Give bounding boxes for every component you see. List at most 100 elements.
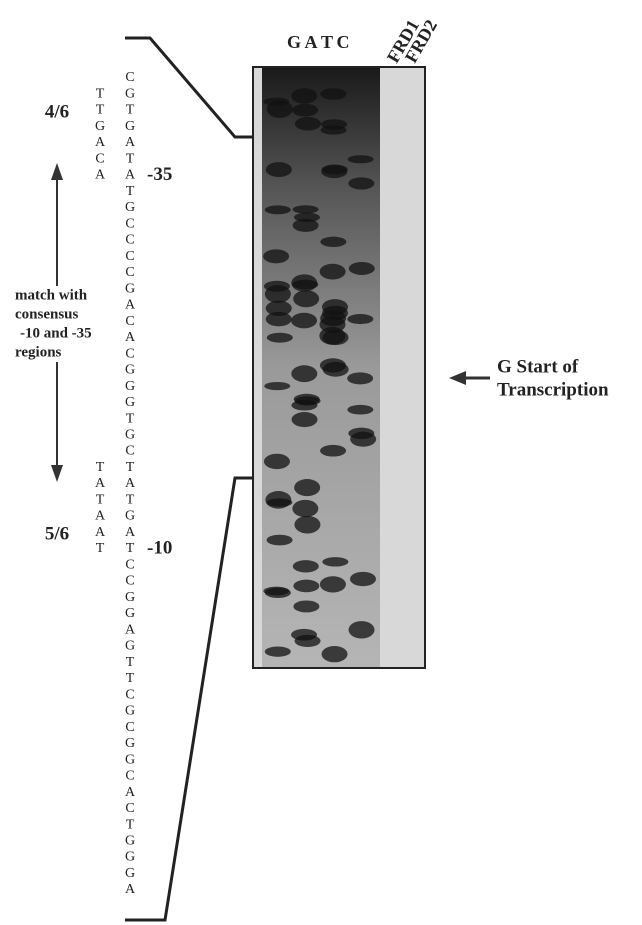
sequence-base: C (125, 249, 134, 264)
sequence-base: G (125, 395, 135, 410)
sequence-base: A (125, 298, 136, 313)
consensus-base: A (95, 168, 106, 183)
consensus-base: A (95, 476, 106, 491)
match-note: match with (15, 287, 88, 303)
sequence-base: G (125, 379, 135, 394)
consensus-base: T (96, 86, 105, 101)
gel-band (263, 249, 289, 263)
match-35: 4/6 (45, 101, 69, 122)
minus35-label: -35 (147, 164, 172, 185)
consensus-base: T (96, 541, 105, 556)
sequence-base: C (125, 444, 134, 459)
bracket-top (125, 38, 253, 137)
gel-band (292, 500, 318, 517)
gel-band (292, 412, 318, 427)
sequence-base: C (125, 720, 134, 735)
consensus-base: A (95, 135, 106, 150)
sequence-base: G (125, 606, 135, 621)
gel-band (293, 219, 319, 232)
gel-band (322, 299, 348, 315)
gel-band (263, 587, 289, 596)
gel-band (349, 262, 375, 275)
gel-band (265, 491, 291, 509)
gel-band (320, 576, 346, 592)
match-10: 5/6 (45, 523, 69, 544)
lane-label: C (337, 32, 350, 52)
sequence-base: C (125, 233, 134, 248)
sequence-base: A (125, 882, 136, 897)
gel-band (347, 405, 373, 415)
gel-band (322, 646, 348, 662)
sequence-base: A (125, 785, 136, 800)
sequence-base: C (125, 574, 134, 589)
gel-band (295, 117, 321, 131)
gel-band (322, 165, 348, 175)
gel-band (265, 646, 291, 656)
sequence-base: A (125, 622, 136, 637)
sequence-base: G (125, 119, 135, 134)
gel-band (291, 313, 317, 329)
start-label: G Start of (497, 356, 579, 377)
gel-band (320, 358, 346, 372)
sequence-base: A (125, 525, 136, 540)
minus10-label: -10 (147, 537, 172, 558)
sequence-base: A (125, 168, 136, 183)
gel-band (293, 290, 319, 307)
gel-band (264, 454, 290, 469)
sequence-base: A (125, 135, 136, 150)
consensus-base: A (95, 525, 106, 540)
arrow-head-down (51, 465, 63, 482)
sequence-base: C (125, 769, 134, 784)
gel-band (291, 88, 317, 103)
gel-band (267, 535, 293, 546)
consensus-base: T (96, 103, 105, 118)
sequence-base: C (125, 70, 134, 85)
sequence-base: T (126, 492, 135, 507)
lane-label: G (287, 32, 301, 52)
consensus-base: G (95, 119, 105, 134)
consensus-base: C (95, 151, 104, 166)
match-note: regions (15, 344, 62, 360)
sequence-base: G (125, 200, 135, 215)
gel-band (347, 372, 373, 384)
gel-band (265, 205, 291, 214)
gel-band (320, 264, 346, 280)
gel-band (264, 382, 290, 390)
match-note: consensus (15, 306, 79, 322)
gel-band (293, 580, 319, 593)
gel-band (293, 600, 319, 612)
gel-band (320, 88, 346, 100)
gel-band (294, 479, 320, 496)
lane-label: T (321, 32, 333, 52)
gel-band (291, 365, 317, 382)
sequence-base: G (125, 752, 135, 767)
sequence-base: T (126, 655, 135, 670)
gel-band (294, 516, 320, 534)
start-label: Transcription (497, 379, 609, 400)
consensus-base: T (96, 492, 105, 507)
gel-band (323, 330, 349, 345)
sequence-base: G (125, 850, 135, 865)
sequence-base: G (125, 590, 135, 605)
gel-band (265, 285, 291, 303)
sequence-base: C (125, 346, 134, 361)
gel-band (295, 635, 321, 647)
sequence-base: A (125, 476, 136, 491)
sequence-base: C (125, 314, 134, 329)
sequence-base: T (126, 151, 135, 166)
sequence-base: C (125, 687, 134, 702)
sequence-base: G (125, 86, 135, 101)
gel-band (292, 280, 318, 290)
gel-band (320, 237, 346, 247)
consensus-base: A (95, 509, 106, 524)
sequence-base: C (125, 801, 134, 816)
sequence-base: T (126, 541, 135, 556)
sequence-base: G (125, 281, 135, 296)
gel-band (322, 557, 348, 566)
sequence-base: T (126, 103, 135, 118)
gel-band (349, 621, 375, 638)
consensus-base: T (96, 460, 105, 475)
gel-band (266, 162, 292, 177)
start-arrow-head (449, 371, 466, 385)
gel-band (348, 177, 374, 189)
